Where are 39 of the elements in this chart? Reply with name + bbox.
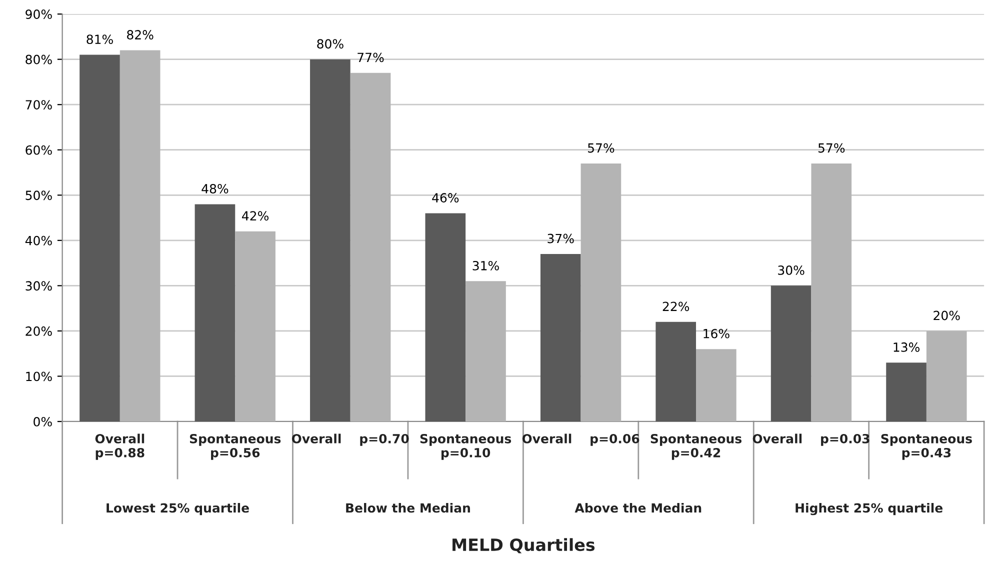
text: Below the Median	[346, 502, 470, 513]
y-tick-label: 80%	[26, 54, 52, 64]
data-label: 22%	[662, 302, 690, 312]
y-tick-label: 10%	[26, 372, 52, 382]
data-label: 42%	[242, 211, 268, 221]
x-tick-label: Overall p=0.70	[292, 434, 409, 446]
data-label: 13%	[894, 342, 920, 352]
text: Highest 25% quartile	[796, 502, 943, 516]
data-label: 57%	[818, 143, 845, 153]
y-tick-label: 30%	[26, 281, 52, 291]
x-tick-label: Spontaneous p=0.43	[881, 434, 972, 460]
data-label: 46%	[432, 193, 459, 202]
y-tick-label: 0%	[34, 416, 52, 426]
x-tick-label: Overall p=0.06	[522, 434, 640, 446]
x-axis-title: MELD Quartiles	[452, 538, 595, 554]
x-tick-label: Overall p=0.88	[95, 434, 144, 460]
data-label: 82%	[127, 30, 154, 40]
data-label: 20%	[934, 310, 960, 320]
x-tick-label: Spontaneous p=0.56	[190, 434, 281, 460]
x-tick-label: Overall p=0.03	[752, 434, 870, 446]
y-tick-label: 40%	[25, 236, 52, 246]
x-tick-label: Spontaneous p=0.42	[650, 434, 742, 460]
data-label: 77%	[358, 52, 384, 62]
x-tick-label: Spontaneous p=0.10	[420, 434, 512, 460]
data-label: 31%	[472, 260, 499, 270]
y-tick-label: 60%	[26, 145, 52, 155]
data-label: 16%	[704, 328, 730, 338]
data-label: 81%	[86, 34, 113, 44]
data-label: 80%	[317, 39, 344, 49]
data-label: 37%	[548, 234, 574, 244]
data-label: 48%	[202, 184, 228, 194]
text: Lowest 25% quartile	[106, 502, 249, 516]
data-label: 30%	[778, 265, 804, 275]
data-label: 57%	[588, 143, 614, 153]
y-tick-label: 90%	[26, 10, 52, 19]
y-tick-label: 70%	[26, 100, 52, 110]
y-tick-label: 50%	[26, 190, 52, 200]
text: Above the Median	[574, 502, 702, 513]
y-tick-label: 20%	[26, 326, 52, 336]
